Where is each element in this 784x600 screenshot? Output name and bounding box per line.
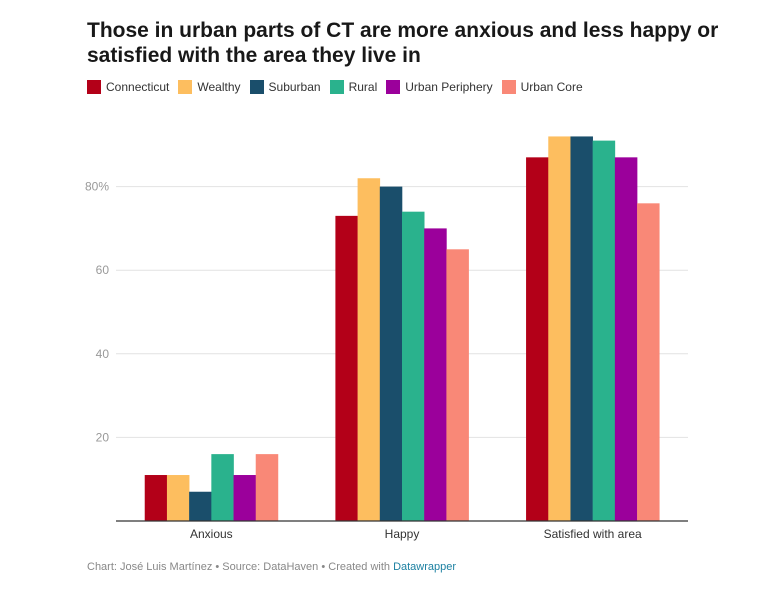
legend-swatch: [249, 80, 264, 94]
legend-item: Rural: [329, 80, 378, 94]
bar: [357, 178, 381, 522]
x-tick-label: Satisfied with area: [544, 527, 642, 541]
footer-credit: Chart: José Luis Martínez • Source: Data…: [87, 561, 394, 573]
legend-label: Suburban: [268, 80, 321, 94]
y-tick-label: 40: [96, 347, 110, 361]
legend-item: Urban Periphery: [386, 80, 493, 94]
legend-label: Rural: [348, 80, 378, 94]
y-tick-label: 20: [96, 430, 110, 444]
bar: [189, 491, 212, 521]
legend-label: Urban Periphery: [405, 80, 493, 94]
x-tick-label: Anxious: [190, 527, 233, 541]
legend-label: Connecticut: [106, 80, 170, 94]
legend-item: Urban Core: [501, 80, 583, 94]
bar: [592, 140, 616, 521]
legend-swatch: [178, 80, 193, 94]
bar: [614, 157, 638, 521]
bar: [335, 215, 358, 522]
bar: [637, 203, 660, 521]
bar: [402, 211, 425, 521]
bar: [548, 136, 571, 521]
legend-swatch: [501, 80, 516, 94]
legend-swatch: [329, 80, 344, 94]
legend-swatch: [87, 80, 101, 94]
legend: Connecticut Wealthy Suburban Rural Urban Per…: [87, 80, 592, 94]
x-tick-label: Happy: [385, 527, 420, 541]
legend-item: Connecticut: [87, 80, 169, 94]
legend-label: Urban Core: [520, 80, 583, 94]
datawrapper-link[interactable]: Datawrapper: [393, 561, 457, 573]
bar: [526, 157, 549, 521]
bar: [570, 136, 593, 521]
legend-item: Wealthy: [178, 80, 241, 94]
legend-swatch: [386, 80, 401, 94]
bar: [233, 475, 257, 521]
bar: [166, 475, 190, 521]
bar: [446, 249, 469, 522]
footer: Chart: José Luis Martínez • Source: Data…: [87, 561, 456, 573]
chart-title: Those in urban parts of CT are more anxi…: [87, 19, 719, 67]
y-tick-label: 60: [96, 263, 110, 277]
bar: [211, 454, 234, 521]
y-tick-label: 80%: [85, 180, 109, 194]
legend-label: Wealthy: [197, 80, 241, 94]
bar: [379, 186, 403, 521]
bar: [144, 475, 168, 521]
bar: [255, 454, 279, 521]
bar: [424, 228, 447, 521]
legend-item: Suburban: [249, 80, 321, 94]
